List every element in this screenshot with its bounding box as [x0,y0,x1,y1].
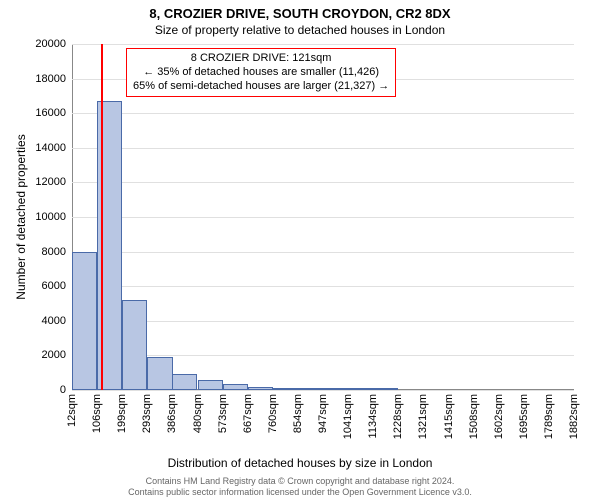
annotation-line3: 65% of semi-detached houses are larger (… [133,80,389,94]
xtick-label: 199sqm [116,394,128,433]
ytick-label: 4000 [42,315,66,327]
histogram-bar [122,300,147,390]
xtick-label: 854sqm [292,394,304,433]
grid-line [72,113,574,114]
grid-line [72,390,574,391]
histogram-bar [72,252,97,390]
ytick-label: 8000 [42,246,66,258]
histogram-bar [373,388,398,390]
xtick-label: 667sqm [242,394,254,433]
xtick-label: 1882sqm [568,394,580,439]
annotation-line2: ← 35% of detached houses are smaller (11… [133,66,389,80]
ytick-label: 6000 [42,280,66,292]
xtick-label: 1041sqm [342,394,354,439]
xtick-label: 386sqm [166,394,178,433]
xtick-label: 1695sqm [518,394,530,439]
histogram-bar [198,380,223,390]
page-title: 8, CROZIER DRIVE, SOUTH CROYDON, CR2 8DX [0,0,600,21]
grid-line [72,217,574,218]
chart-area: 0200040006000800010000120001400016000180… [72,44,574,390]
grid-line [72,286,574,287]
ytick-label: 18000 [35,73,66,85]
ytick-label: 12000 [35,176,66,188]
ytick-label: 16000 [35,107,66,119]
grid-line [72,182,574,183]
xtick-label: 1134sqm [367,394,379,438]
histogram-bar [273,388,298,390]
histogram-bar [147,357,172,390]
xtick-label: 1415sqm [443,394,455,439]
grid-line [72,321,574,322]
histogram-bar [223,384,248,390]
page-subtitle: Size of property relative to detached ho… [0,21,600,37]
xtick-label: 1508sqm [468,394,480,439]
xtick-label: 760sqm [267,394,279,433]
ytick-label: 2000 [42,349,66,361]
grid-line [72,148,574,149]
xtick-label: 1789sqm [543,394,555,439]
footer: Contains HM Land Registry data © Crown c… [0,476,600,498]
y-axis-label: Number of detached properties [14,134,28,299]
x-axis-label: Distribution of detached houses by size … [0,456,600,470]
xtick-label: 1602sqm [493,394,505,439]
xtick-label: 12sqm [66,394,78,427]
ytick-label: 14000 [35,142,66,154]
ytick-label: 20000 [35,38,66,50]
footer-line2: Contains public sector information licen… [0,487,600,498]
xtick-label: 106sqm [91,394,103,433]
histogram-bar [172,374,197,390]
ytick-label: 10000 [35,211,66,223]
xtick-label: 1228sqm [392,394,404,439]
histogram-bar [348,388,373,390]
grid-line [72,252,574,253]
xtick-label: 480sqm [192,394,204,433]
histogram-bar [298,388,323,390]
xtick-label: 573sqm [217,394,229,433]
grid-line [72,44,574,45]
annotation-line1: 8 CROZIER DRIVE: 121sqm [133,52,389,66]
histogram-bar [248,387,273,390]
histogram-bar [323,388,348,390]
xtick-label: 1321sqm [417,394,429,439]
xtick-label: 947sqm [317,394,329,433]
marker-line [101,44,103,390]
annotation-box: 8 CROZIER DRIVE: 121sqm ← 35% of detache… [126,48,396,97]
footer-line1: Contains HM Land Registry data © Crown c… [0,476,600,487]
xtick-label: 293sqm [141,394,153,433]
